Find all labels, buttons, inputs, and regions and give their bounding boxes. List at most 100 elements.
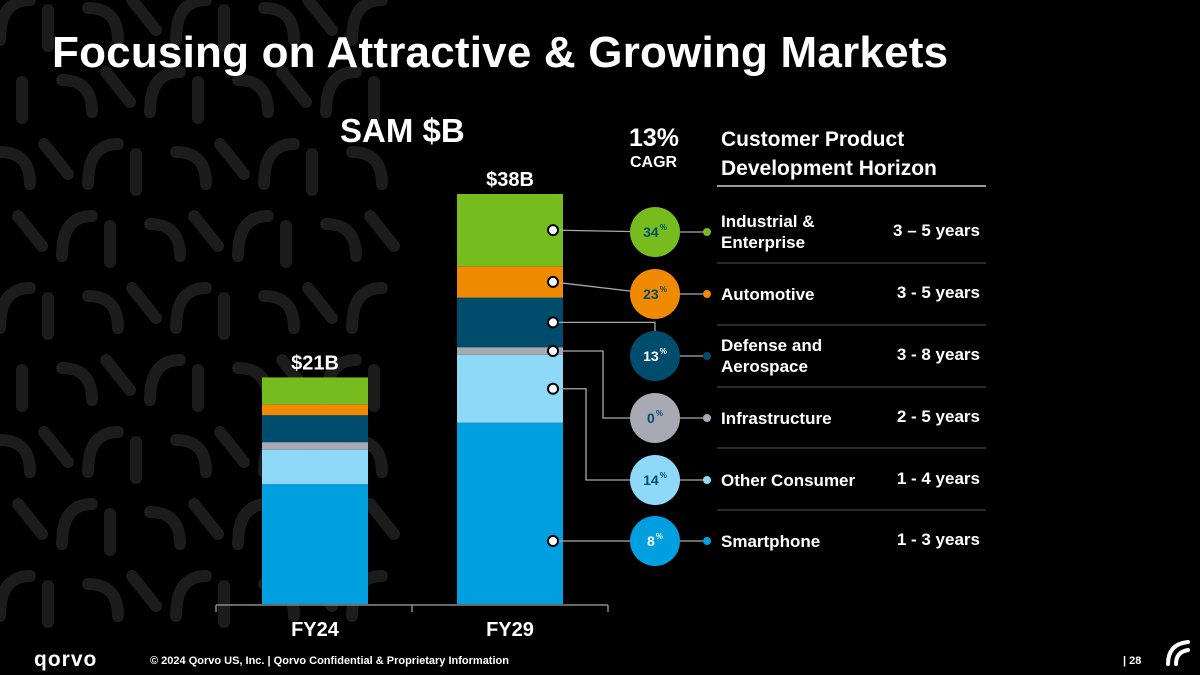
pattern-stroke — [170, 146, 212, 190]
pattern-stroke — [320, 66, 362, 118]
horizon-header-line2: Development Horizon — [721, 157, 937, 180]
horizon-header-line1: Customer Product — [721, 128, 905, 151]
pattern-stroke — [126, 282, 162, 324]
category-label-fy24: FY24 — [291, 619, 340, 641]
segment-cagr-value: 8 — [647, 533, 655, 549]
pattern-stroke — [170, 570, 212, 622]
connector-line — [553, 350, 655, 419]
segment-name-line: Infrastructure — [721, 408, 832, 428]
connector-anchor-dot — [547, 344, 559, 357]
pattern-stroke — [0, 570, 36, 622]
segment-years: 2 - 5 years — [896, 407, 980, 426]
segment-years: 3 - 8 years — [896, 345, 980, 364]
pattern-stroke — [346, 0, 388, 46]
segment-cagr-percent: % — [655, 408, 663, 418]
bar-segment-fy24-smartphone — [262, 484, 368, 604]
pattern-stroke — [144, 66, 186, 118]
pattern-stroke — [38, 426, 74, 468]
bar-segment-fy24-other_consumer — [262, 449, 368, 485]
segment-name: Smartphone — [721, 531, 820, 552]
pattern-stroke — [56, 362, 98, 406]
qorvo-logo: qorvo — [34, 648, 98, 671]
pattern-stroke — [302, 0, 338, 36]
segment-cagr-value: 13 — [643, 348, 659, 364]
segment-name: Infrastructure — [721, 408, 832, 429]
segment-years: 3 - 5 years — [896, 283, 980, 302]
chart-title: SAM $B — [340, 112, 465, 149]
segment-name-line: Automotive — [721, 284, 815, 304]
bar-segment-fy29-industrial — [457, 194, 563, 267]
pattern-stroke — [82, 578, 124, 622]
segment-cagr-value: 0 — [647, 410, 655, 426]
pattern-stroke — [82, 2, 124, 46]
segment-name-line: Aerospace — [721, 357, 808, 376]
pattern-stroke — [258, 2, 300, 46]
pattern-stroke — [0, 434, 36, 478]
pattern-stroke — [276, 66, 312, 108]
connector-anchor-dot — [547, 316, 559, 329]
bar-segment-fy29-other_consumer — [457, 354, 563, 423]
segment-cagr-circle: 0% — [630, 393, 680, 443]
segment-cagr-circle: 13% — [630, 331, 680, 381]
connector-anchor-dot — [547, 382, 559, 395]
pattern-stroke — [188, 210, 224, 252]
footer-copyright: © 2024 Qorvo US, Inc. | Qorvo Confidenti… — [150, 655, 509, 667]
segment-name-line: Smartphone — [721, 531, 821, 551]
pattern-stroke — [56, 498, 98, 550]
bar-segment-fy24-automotive — [262, 404, 368, 416]
pattern-stroke — [214, 138, 250, 180]
bar-segment-fy29-automotive — [457, 266, 563, 298]
pattern-stroke — [0, 0, 36, 46]
category-label-fy29: FY29 — [486, 619, 534, 641]
segment-cagr-percent: % — [659, 222, 667, 232]
segment-marker-dot — [703, 290, 711, 298]
pattern-stroke — [144, 506, 186, 550]
pattern-stroke — [364, 210, 400, 252]
pattern-stroke — [126, 570, 162, 612]
pattern-stroke — [56, 210, 98, 262]
segment-marker-dot — [703, 476, 711, 484]
pattern-stroke — [232, 210, 274, 262]
connector-line — [553, 388, 655, 481]
segment-marker-dot — [703, 537, 711, 545]
pattern-stroke — [346, 282, 388, 334]
pattern-stroke — [170, 0, 212, 46]
total-label-fy24: $21B — [291, 352, 339, 374]
segment-cagr-circle: 8% — [630, 516, 680, 566]
pattern-stroke — [320, 218, 362, 262]
pattern-stroke — [302, 282, 338, 324]
segment-name: Defense and Aerospace — [721, 335, 822, 377]
pattern-stroke — [258, 290, 300, 334]
page-number: | 28 — [1123, 655, 1142, 667]
bar-segment-fy24-defense — [262, 415, 368, 443]
segment-name-line: Other Consumer — [721, 470, 856, 490]
segment-marker-dot — [703, 228, 711, 236]
pattern-stroke — [56, 74, 98, 118]
segment-name-line: Industrial & — [721, 212, 815, 231]
segment-cagr-circle: 14% — [630, 455, 680, 505]
pattern-stroke — [170, 282, 212, 334]
segment-years: 3 – 5 years — [893, 221, 980, 240]
pattern-stroke — [258, 138, 300, 190]
pattern-stroke — [12, 210, 48, 252]
segment-name: Other Consumer — [721, 470, 855, 491]
connector-anchor-dot — [547, 224, 559, 237]
segment-cagr-percent: % — [659, 470, 667, 480]
pattern-stroke — [214, 426, 250, 468]
pattern-stroke — [144, 354, 186, 406]
segment-name: Automotive — [721, 284, 815, 305]
segment-marker-dot — [703, 414, 711, 422]
bar-segment-fy29-defense — [457, 297, 563, 348]
horizon-header: Customer Product Development Horizon — [721, 125, 937, 183]
segment-cagr-percent: % — [659, 284, 667, 294]
pattern-stroke — [0, 146, 36, 190]
pattern-stroke — [126, 0, 162, 36]
pattern-stroke — [38, 138, 74, 180]
pattern-stroke — [170, 434, 212, 478]
pattern-stroke — [144, 218, 186, 262]
segment-years: 1 - 3 years — [896, 530, 980, 549]
segment-marker-dot — [703, 352, 711, 360]
segment-name-line: Defense and — [721, 336, 823, 355]
segment-cagr-circle: 34% — [630, 207, 680, 257]
segment-cagr-value: 14 — [643, 472, 659, 488]
